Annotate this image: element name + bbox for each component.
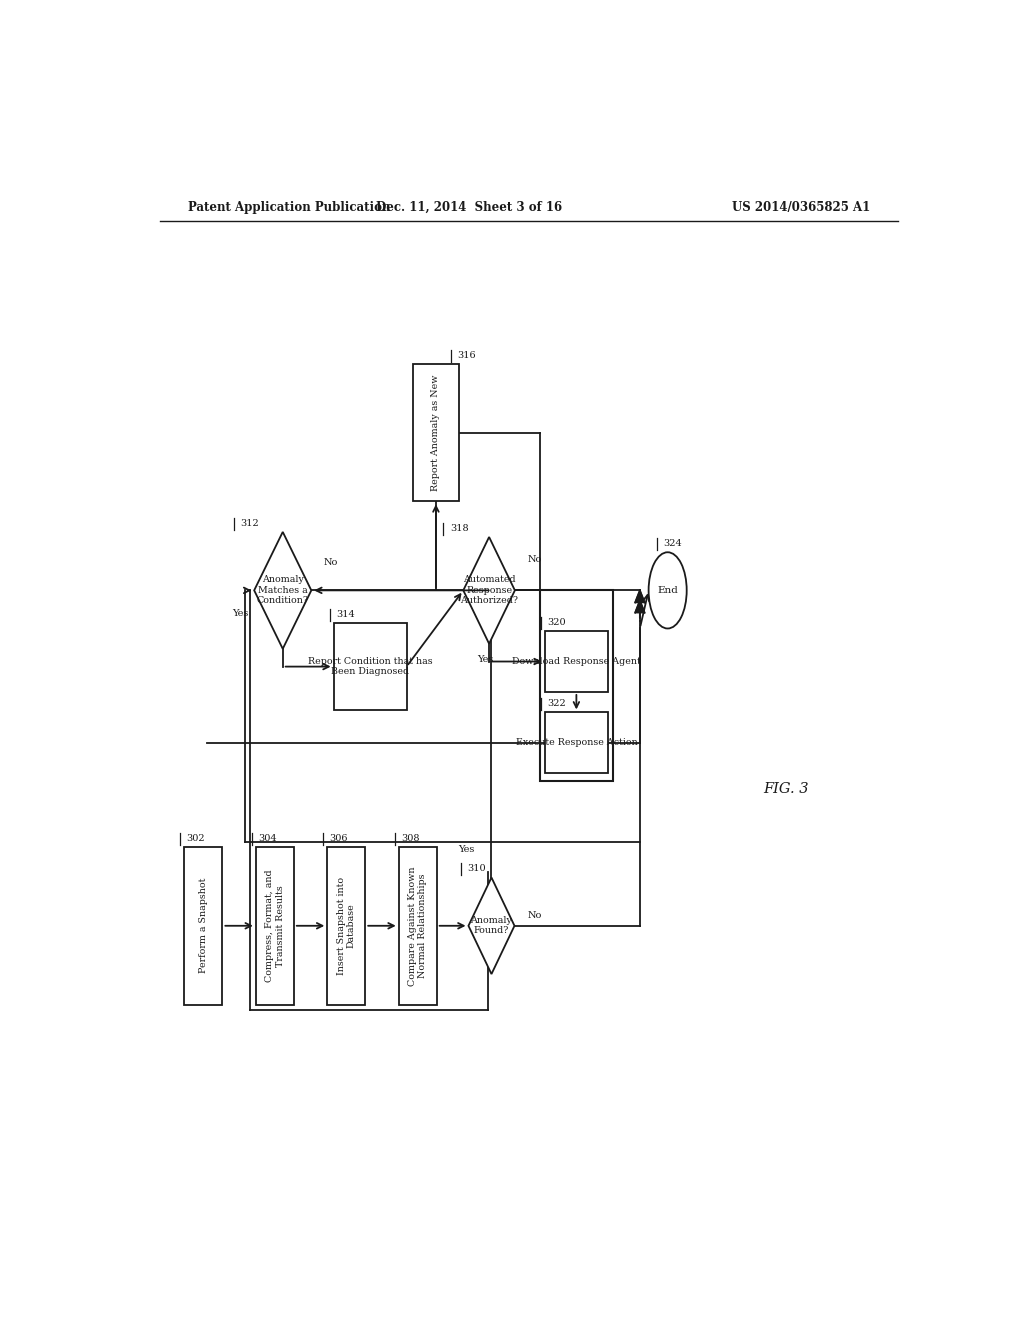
- FancyBboxPatch shape: [413, 364, 459, 502]
- Text: Anomaly
Found?: Anomaly Found?: [471, 916, 512, 936]
- Text: Compare Against Known
Normal Relationships: Compare Against Known Normal Relationshi…: [408, 866, 427, 986]
- Text: FIG. 3: FIG. 3: [763, 781, 808, 796]
- Text: 314: 314: [336, 610, 354, 619]
- Text: 302: 302: [186, 834, 206, 843]
- Text: 310: 310: [467, 865, 485, 874]
- Ellipse shape: [648, 552, 687, 628]
- Text: Automated
Response
Authorized?: Automated Response Authorized?: [460, 576, 518, 606]
- Polygon shape: [635, 590, 645, 602]
- FancyBboxPatch shape: [256, 847, 294, 1005]
- Text: Dec. 11, 2014  Sheet 3 of 16: Dec. 11, 2014 Sheet 3 of 16: [376, 201, 562, 214]
- Text: 320: 320: [547, 618, 565, 627]
- Text: Anomaly
Matches a
Condition?: Anomaly Matches a Condition?: [257, 576, 309, 606]
- Polygon shape: [254, 532, 311, 649]
- Text: Yes: Yes: [458, 845, 474, 854]
- Text: Yes: Yes: [231, 609, 248, 618]
- Text: Perform a Snapshot: Perform a Snapshot: [199, 878, 208, 973]
- Text: Patent Application Publication: Patent Application Publication: [187, 201, 390, 214]
- Text: Download Response Agent: Download Response Agent: [512, 657, 641, 667]
- Polygon shape: [468, 878, 514, 974]
- FancyBboxPatch shape: [334, 623, 407, 710]
- Text: 316: 316: [458, 351, 476, 360]
- Text: 322: 322: [547, 700, 566, 709]
- Text: Execute Response Action: Execute Response Action: [515, 738, 637, 747]
- FancyBboxPatch shape: [184, 847, 222, 1005]
- Text: US 2014/0365825 A1: US 2014/0365825 A1: [732, 201, 870, 214]
- Text: No: No: [324, 558, 338, 568]
- Text: Report Anomaly as New: Report Anomaly as New: [431, 375, 440, 491]
- Text: Insert Snapshot into
Database: Insert Snapshot into Database: [337, 876, 356, 975]
- FancyBboxPatch shape: [545, 713, 608, 774]
- Text: 318: 318: [450, 524, 468, 533]
- Text: No: No: [527, 554, 542, 564]
- Polygon shape: [635, 601, 645, 612]
- Text: 312: 312: [241, 519, 259, 528]
- Text: Compress, Format, and
Transmit Results: Compress, Format, and Transmit Results: [265, 870, 285, 982]
- Text: 306: 306: [330, 834, 348, 843]
- FancyBboxPatch shape: [328, 847, 366, 1005]
- FancyBboxPatch shape: [398, 847, 436, 1005]
- Text: Report Condition that has
Been Diagnosed: Report Condition that has Been Diagnosed: [308, 657, 432, 676]
- FancyBboxPatch shape: [545, 631, 608, 692]
- Text: End: End: [657, 586, 678, 595]
- Text: 304: 304: [258, 834, 276, 843]
- Text: 308: 308: [401, 834, 420, 843]
- Text: 324: 324: [663, 539, 682, 548]
- Text: No: No: [527, 911, 542, 920]
- Polygon shape: [463, 537, 515, 644]
- Text: Yes: Yes: [477, 655, 494, 664]
